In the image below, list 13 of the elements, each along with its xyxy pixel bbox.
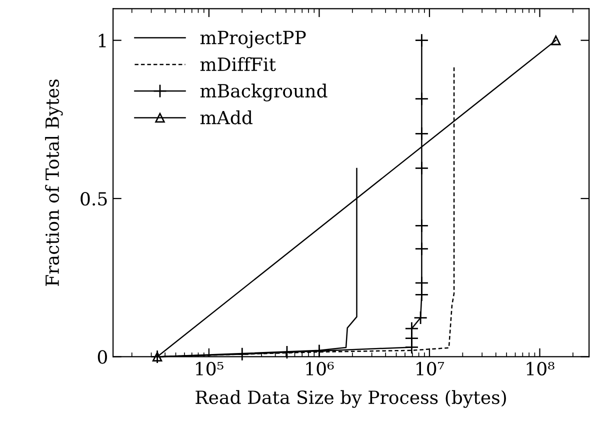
x-axis-title: Read Data Size by Process (bytes) [196,390,506,408]
legend-label: mAdd [200,110,252,124]
x-tick-label: 10⁶ [306,362,334,376]
x-tick-label: 10⁵ [196,362,224,376]
y-tick-label: 0 [98,350,107,364]
y-axis-title: Fraction of Total Bytes [45,79,63,286]
x-tick-label: 10⁷ [416,362,444,376]
x-tick-label: 10⁸ [526,362,554,376]
y-tick-label: 1 [98,34,106,48]
legend-label: mProjectPP [200,30,306,48]
legend-label: mDiffFit [200,57,276,72]
legend-label: mBackground [200,84,328,102]
y-tick-label: 0.5 [80,192,107,206]
